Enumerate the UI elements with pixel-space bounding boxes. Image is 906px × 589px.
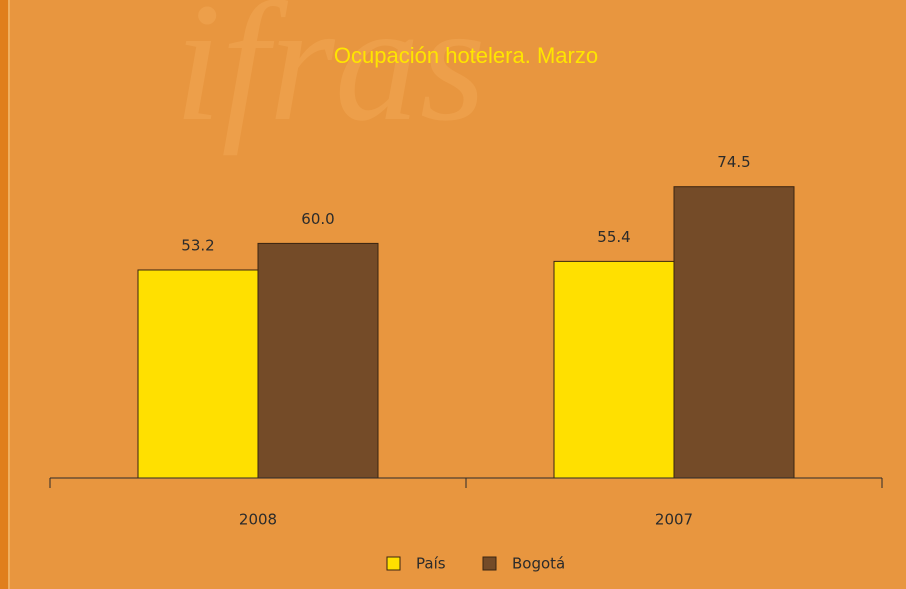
bar xyxy=(553,260,675,479)
bar xyxy=(257,242,379,479)
value-label: 53.2 xyxy=(181,236,214,254)
value-label: 55.4 xyxy=(597,228,630,246)
chart-title: Ocupación hotelera. Marzo xyxy=(334,43,598,68)
legend-label: Bogotá xyxy=(512,555,565,573)
bar xyxy=(673,186,795,479)
x-tick-label: 2008 xyxy=(239,511,277,529)
value-label: 74.5 xyxy=(717,153,750,171)
legend-swatch xyxy=(386,556,401,571)
legend-swatch xyxy=(482,556,497,571)
bar xyxy=(137,269,259,479)
left-strip xyxy=(0,0,8,589)
value-label: 60.0 xyxy=(301,210,334,228)
watermark: ifras xyxy=(174,0,486,156)
x-tick-label: 2007 xyxy=(655,511,693,529)
legend-label: País xyxy=(416,555,446,573)
left-border xyxy=(8,0,10,589)
